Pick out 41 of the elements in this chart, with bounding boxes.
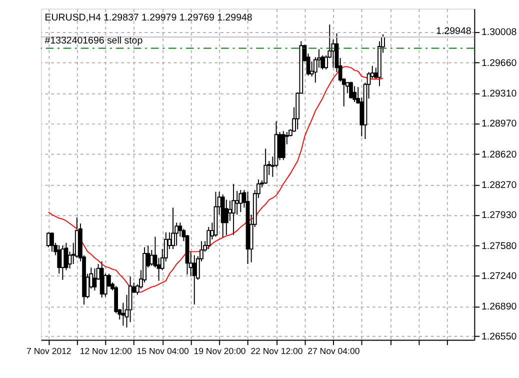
x-tick-label: 15 Nov 04:00 <box>136 346 189 356</box>
candlestick <box>349 81 353 99</box>
x-tick-label: 27 Nov 04:00 <box>308 346 360 356</box>
y-tick-label: 1.27580 <box>482 240 518 252</box>
y-tick-label: 1.30008 <box>482 27 517 38</box>
ref-line-label: 1.29948 <box>436 26 472 38</box>
candlestick <box>92 268 97 291</box>
candlestick <box>60 245 65 280</box>
candlestick <box>235 190 240 216</box>
y-tick-label: 1.29310 <box>482 88 518 100</box>
candlestick <box>171 207 175 250</box>
candlestick <box>352 86 356 102</box>
x-tick-label: 22 Nov 12:00 <box>250 346 303 356</box>
candlestick <box>46 232 50 248</box>
y-tick-label: 1.26890 <box>482 302 518 313</box>
candlestick <box>264 148 268 184</box>
candlestick <box>178 222 182 238</box>
candlestick <box>281 130 286 161</box>
x-tick-label: 19 Nov 20:00 <box>194 346 246 356</box>
chart-title: EURUSD,H4 1.29837 1.29979 1.29769 1.29948 <box>44 12 252 24</box>
y-tick-label: 1.28620 <box>482 149 518 160</box>
x-tick-label: 12 Nov 12:00 <box>80 346 132 356</box>
y-tick-label: 1.28270 <box>482 180 518 192</box>
candlestick <box>238 190 243 213</box>
candlestick <box>232 183 236 236</box>
x-tick-label: 7 Nov 2012 <box>26 346 72 356</box>
y-tick-label: 1.26550 <box>482 332 518 343</box>
y-tick-label: 1.27930 <box>482 210 518 222</box>
candlestick <box>228 200 232 222</box>
candlestick <box>57 245 62 274</box>
line-series <box>48 66 384 293</box>
candlestick <box>121 302 126 326</box>
candlestick <box>150 249 154 266</box>
y-tick-label: 1.27240 <box>482 270 518 282</box>
y-tick-label: 1.29660 <box>482 58 518 69</box>
candlestick <box>192 254 196 306</box>
candlestick <box>50 232 54 252</box>
y-tick-label: 1.28970 <box>482 118 518 130</box>
candlestick <box>206 226 211 250</box>
ref-line-label: #1332401696 sell stop <box>44 35 143 46</box>
candlestick <box>224 199 228 236</box>
